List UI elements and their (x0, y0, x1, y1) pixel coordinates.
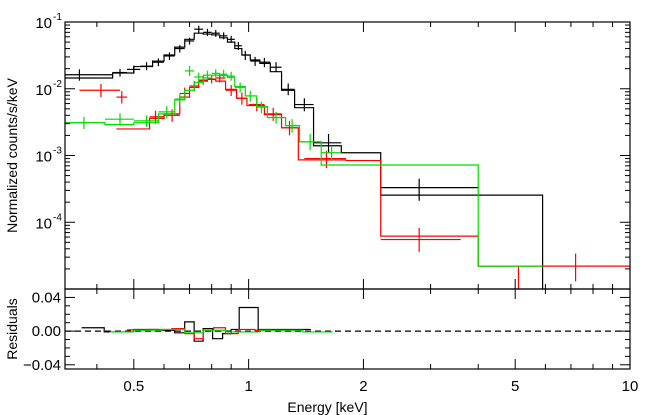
data-point-0-18 (281, 83, 295, 96)
data-point-2-2 (133, 115, 159, 127)
data-point-2-4 (174, 93, 185, 106)
data-point-2-8 (211, 69, 220, 78)
data-point-0-9 (203, 28, 212, 36)
data-point-0-21 (380, 178, 479, 201)
residual-frame (64, 288, 631, 370)
y-tick-label-base: 10 (35, 82, 52, 99)
data-point-0-17 (270, 62, 282, 72)
data-point-0-11 (219, 32, 228, 40)
data-point-0-1 (112, 68, 128, 77)
residual-panel-content (65, 306, 630, 342)
residual-y-tick-label: 0.00 (32, 323, 61, 340)
y-tick-label-exponent: -4 (53, 212, 62, 223)
data-point-2-16 (299, 133, 322, 151)
x-axis-title: Energy [keV] (287, 399, 367, 415)
residual-y-tick-label: −0.04 (23, 357, 61, 374)
data-point-0-14 (241, 50, 251, 60)
data-point-2-3 (158, 106, 175, 119)
data-point-0-7 (184, 37, 195, 45)
residual-y-tick-label: 0.04 (32, 289, 61, 306)
data-point-1-15 (380, 228, 461, 252)
data-point-2-0 (65, 116, 105, 129)
data-point-0-19 (294, 98, 314, 112)
data-point-2-14 (267, 111, 286, 124)
x-tick-label: 2 (359, 378, 367, 395)
x-tick-label: 1 (244, 378, 252, 395)
data-point-0-20 (313, 133, 342, 153)
data-point-2-11 (234, 82, 246, 93)
data-point-0-8 (194, 25, 204, 34)
residual-y-axis-title: Residuals (4, 298, 20, 359)
y-tick-label-exponent: -1 (53, 12, 62, 23)
data-point-1-10 (236, 92, 247, 105)
data-point-1-1 (116, 91, 128, 104)
data-point-0-10 (211, 29, 220, 37)
data-point-0-5 (164, 52, 175, 60)
data-point-0-13 (234, 42, 242, 51)
data-point-0-16 (259, 57, 271, 68)
data-point-0-15 (250, 56, 260, 66)
data-point-2-5 (184, 65, 195, 77)
data-point-0-0 (65, 69, 113, 81)
data-point-2-13 (256, 101, 268, 114)
data-point-1-0 (79, 83, 121, 98)
spectrum-y-axis-title: Normalized counts/s/keV (4, 77, 20, 233)
spectrum-panel-content (65, 25, 630, 289)
data-point-2-7 (203, 70, 212, 80)
data-point-2-6 (194, 72, 204, 82)
residual-trace-2 (109, 328, 333, 334)
data-point-0-3 (140, 62, 153, 71)
data-point-2-12 (245, 90, 257, 102)
axes-frames (64, 21, 631, 370)
y-tick-label-base: 10 (35, 149, 52, 166)
y-tick-label-base: 10 (35, 215, 52, 232)
data-point-2-1 (104, 113, 134, 126)
data-point-1-9 (225, 84, 237, 96)
x-tick-label: 0.5 (123, 378, 144, 395)
data-point-1-13 (281, 120, 299, 136)
data-point-2-15 (285, 119, 300, 133)
data-point-0-4 (152, 58, 165, 67)
y-tick-label-base: 10 (35, 15, 52, 32)
data-point-2-10 (227, 71, 235, 81)
data-point-0-2 (127, 65, 141, 74)
x-tick-label: 5 (511, 378, 519, 395)
data-point-2-17 (321, 145, 342, 162)
data-point-2-9 (219, 69, 228, 79)
y-tick-label-exponent: -2 (53, 79, 62, 90)
data-point-0-6 (174, 45, 185, 53)
x-tick-label: 10 (622, 378, 639, 395)
y-tick-label-exponent: -3 (53, 146, 62, 157)
data-point-0-12 (227, 35, 235, 43)
